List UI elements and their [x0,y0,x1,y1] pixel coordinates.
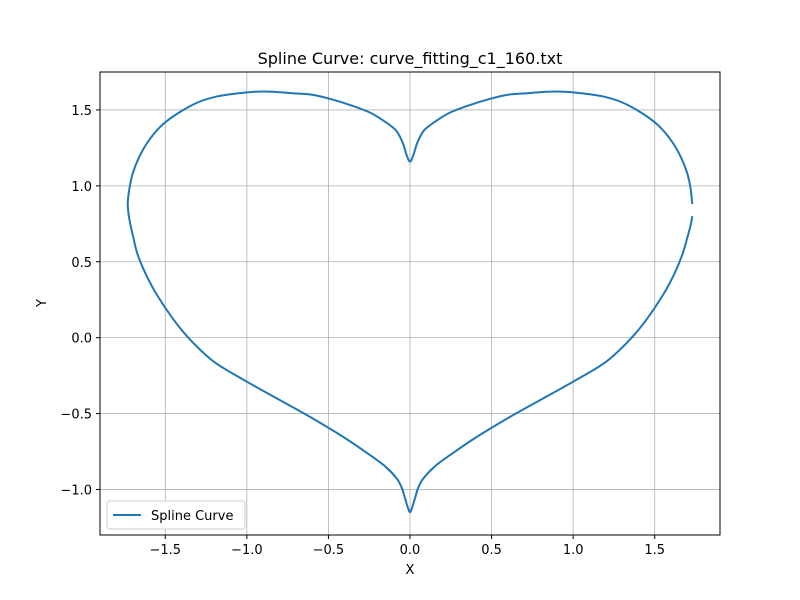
legend: Spline Curve [106,500,246,530]
chart-title: Spline Curve: curve_fitting_c1_160.txt [258,49,563,69]
x-tick-label: 0.0 [400,543,421,558]
y-tick-label: −0.5 [60,408,92,423]
x-axis-label: X [406,563,415,578]
legend-box [106,500,246,530]
y-tick-label: 0.0 [71,332,92,347]
y-tick-label: 0.5 [71,256,92,271]
series-line-spline-curve [126,90,694,514]
x-tick-label: −0.5 [313,543,345,558]
x-tick-label: −1.0 [231,543,263,558]
x-tick-label: 1.0 [563,543,584,558]
y-tick-label: 1.0 [71,180,92,195]
plot-area [126,90,694,514]
x-tick-label: −1.5 [149,543,181,558]
y-axis-label: Y [35,299,50,308]
y-axis: −1.0 −0.5 0.0 0.5 1.0 1.5 [60,104,100,498]
grid [100,72,720,535]
y-tick-label: −1.0 [60,483,92,498]
y-tick-label: 1.5 [71,104,92,119]
x-axis: −1.5 −1.0 −0.5 0.0 0.5 1.0 1.5 [149,535,665,558]
legend-label: Spline Curve [151,509,233,524]
x-tick-label: 0.5 [481,543,502,558]
x-tick-label: 1.5 [644,543,665,558]
